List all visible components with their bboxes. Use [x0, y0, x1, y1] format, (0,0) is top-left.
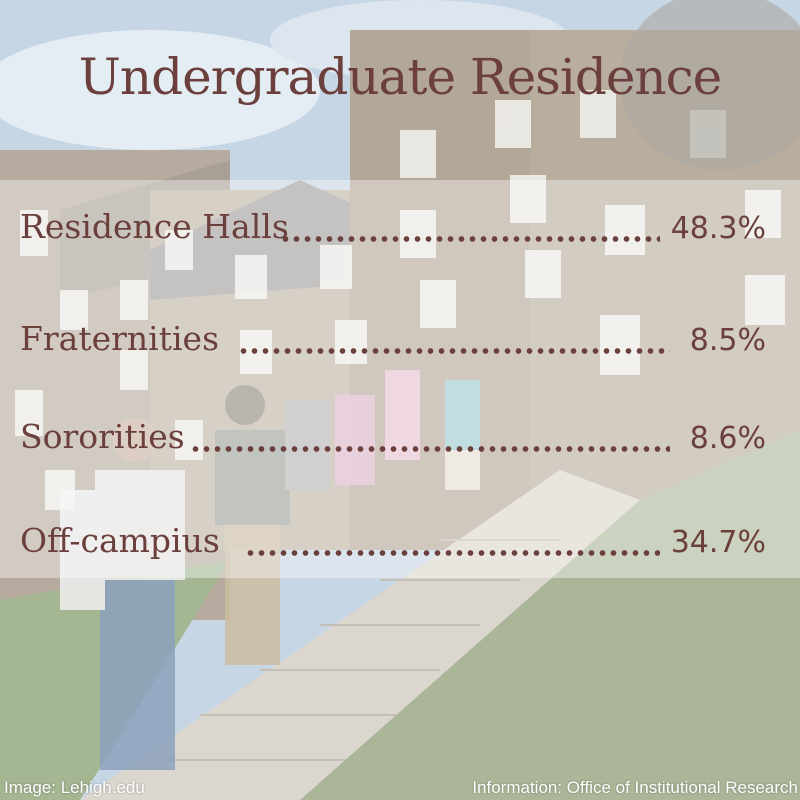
row-label: Off-campius	[20, 521, 220, 560]
dotted-leader	[190, 446, 670, 452]
row-label: Fraternities	[20, 319, 219, 358]
residence-row-residence-halls: Residence Halls 48.3%	[20, 196, 780, 246]
dotted-leader	[245, 550, 660, 556]
residence-row-sororities: Sororities 8.6%	[20, 406, 780, 456]
dotted-leader	[238, 348, 670, 354]
row-value: 48.3%	[670, 211, 766, 246]
residence-row-off-campus: Off-campius 34.7%	[20, 510, 780, 560]
row-value: 8.5%	[689, 323, 766, 358]
information-credit: Information: Office of Institutional Res…	[472, 778, 798, 797]
page-title: Undergraduate Residence	[78, 48, 722, 106]
dotted-leader	[280, 236, 660, 242]
image-credit: Image: Lehigh.edu	[4, 778, 145, 797]
row-label: Residence Halls	[20, 207, 289, 246]
residence-row-fraternities: Fraternities 8.5%	[20, 308, 780, 358]
row-value: 34.7%	[670, 525, 766, 560]
row-value: 8.6%	[689, 421, 766, 456]
row-label: Sororities	[20, 417, 185, 456]
